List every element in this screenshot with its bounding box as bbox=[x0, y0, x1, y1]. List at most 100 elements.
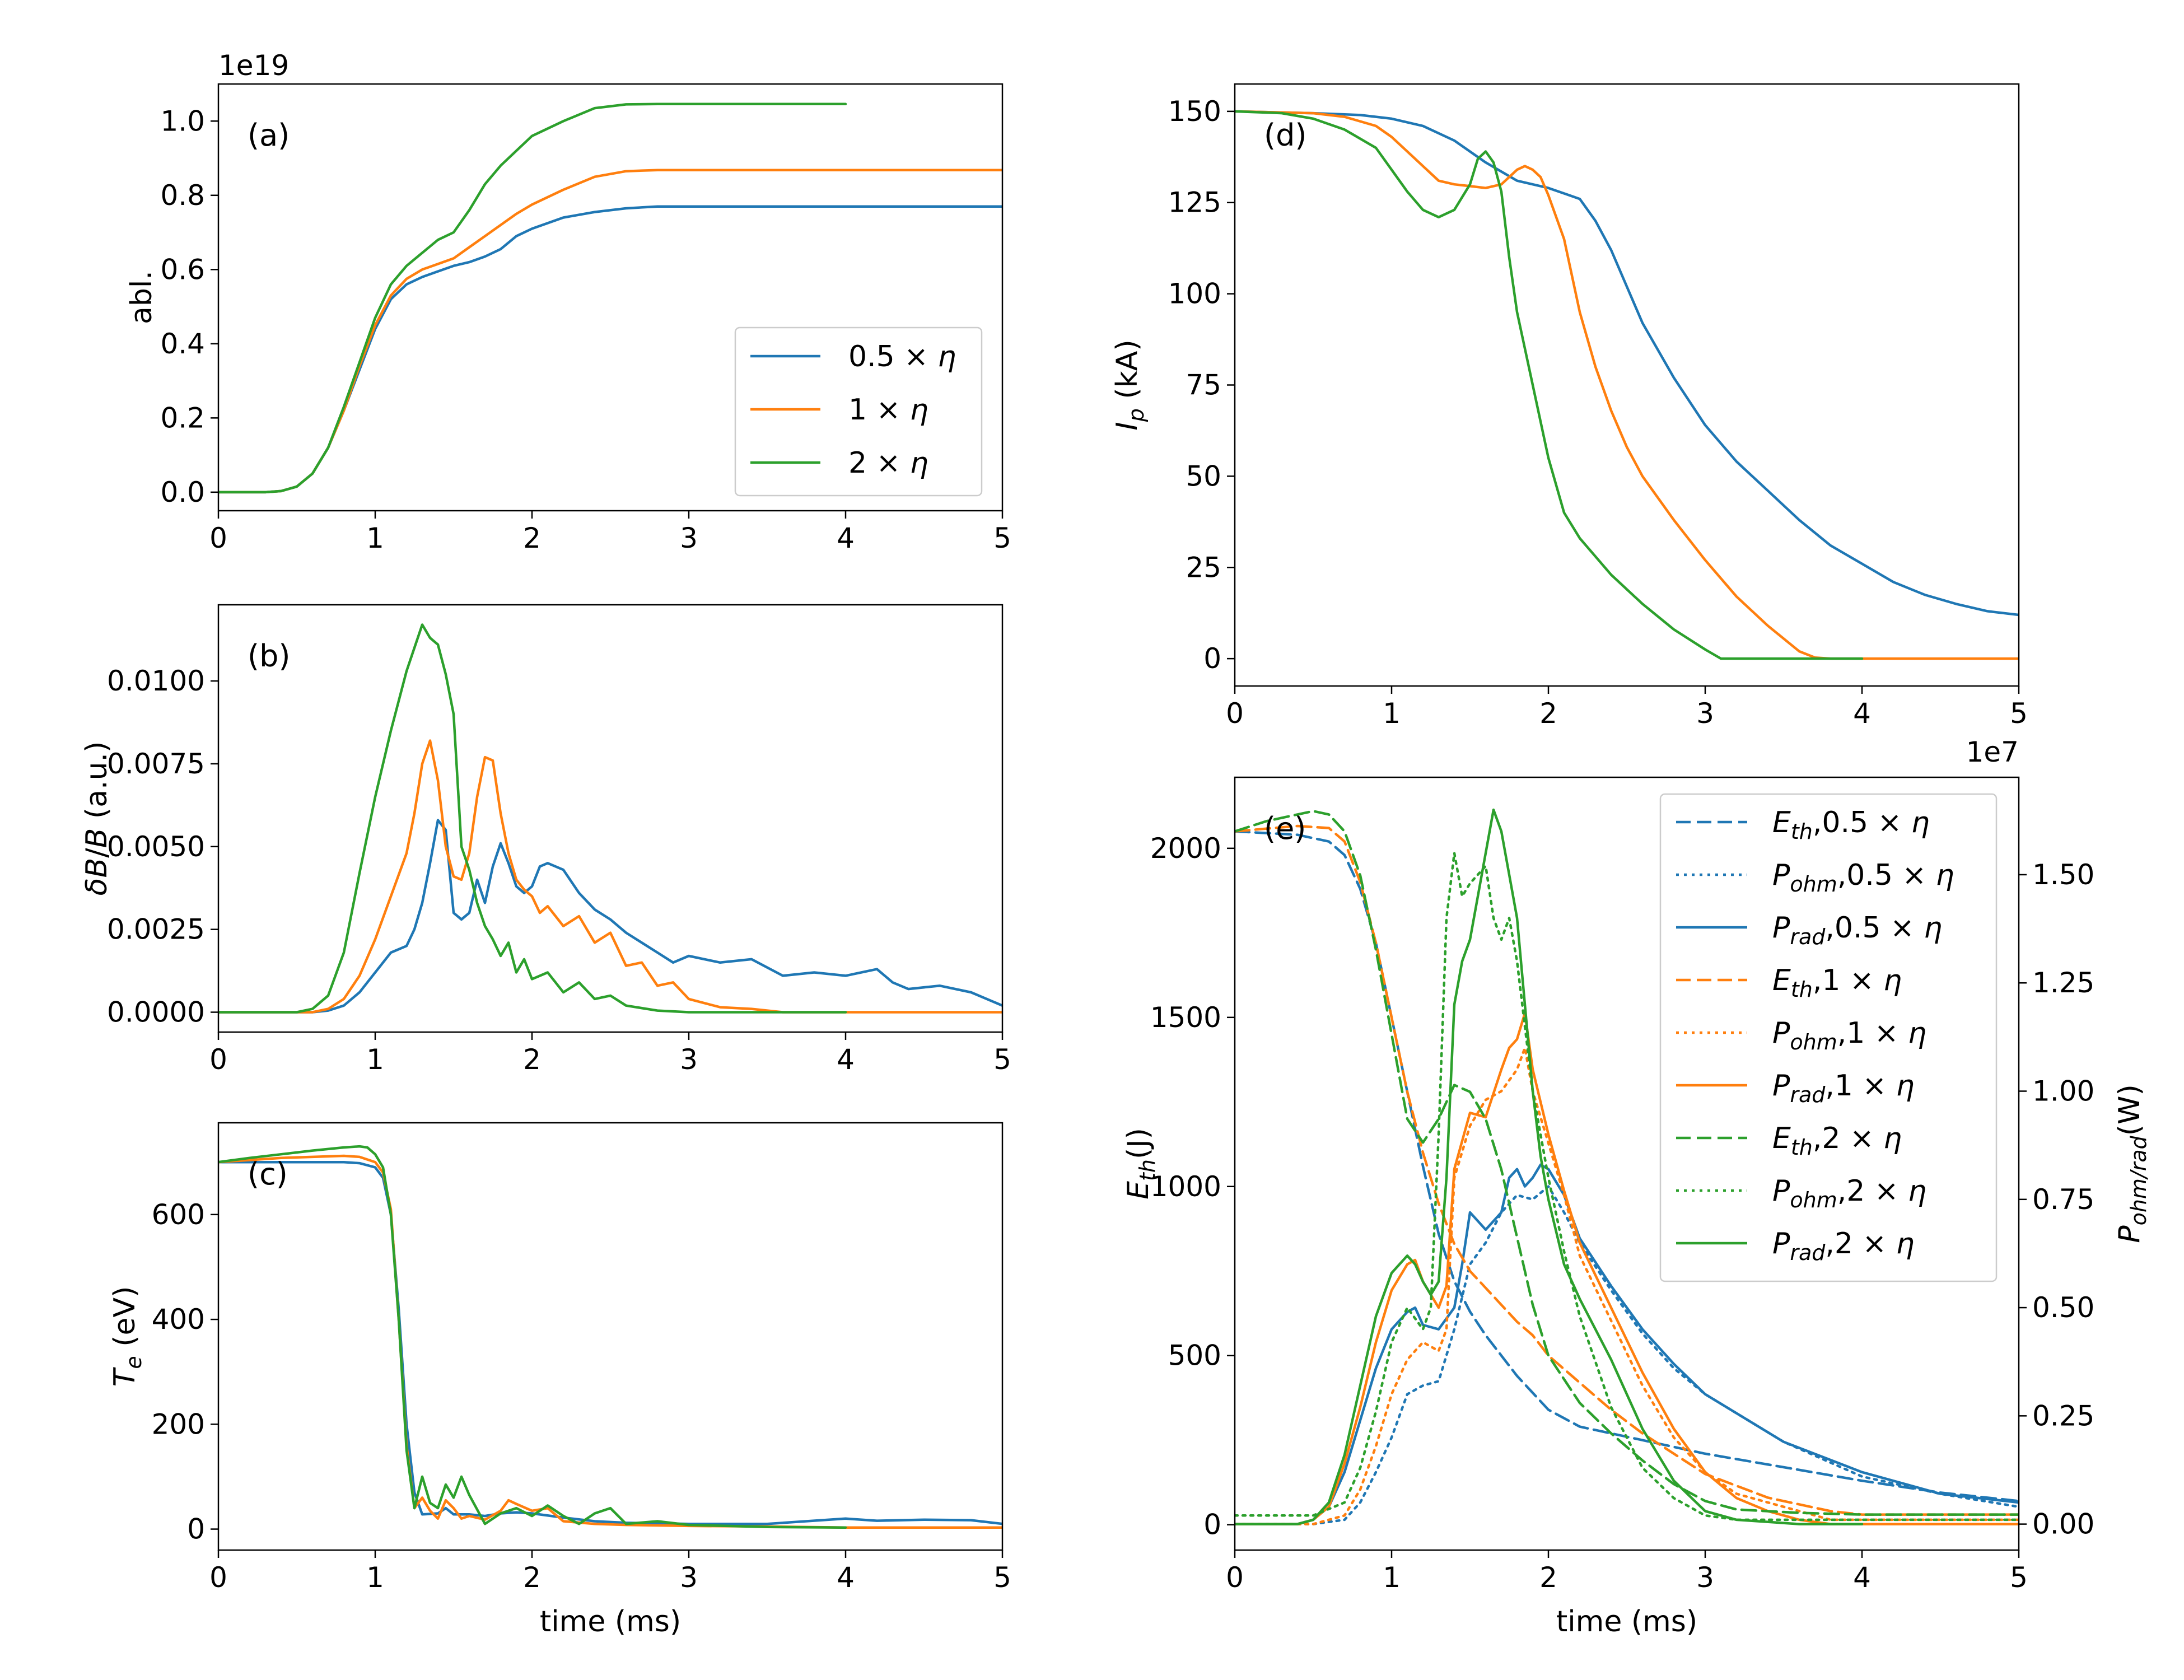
y-tick-label: 75 bbox=[1186, 369, 1221, 402]
x-tick-label: 2 bbox=[1539, 1561, 1557, 1594]
series-line-d-1 bbox=[1235, 110, 2019, 660]
y-tick-label: 0 bbox=[1203, 642, 1221, 675]
x-axis-label: time (ms) bbox=[1556, 1605, 1697, 1639]
y-tick-label: 0.0075 bbox=[107, 748, 205, 780]
axes-frame bbox=[217, 83, 1004, 512]
axes-frame bbox=[217, 1122, 1004, 1551]
axes-frame bbox=[217, 604, 1004, 1033]
panel-b-deltaB: 0 1 2 3 4 5 0.0000 0.0025 0.0050 0.0075 0.0100 (b) δ… bbox=[80, 604, 1011, 1076]
x-tick-label: 0 bbox=[209, 522, 227, 554]
legend-label: Pohm,2 × η bbox=[1772, 1174, 1926, 1212]
series-line-e-8 bbox=[1235, 808, 1864, 1525]
legend-label: 0.5 × η bbox=[848, 340, 956, 374]
y-tick-label: 0.6 bbox=[160, 253, 205, 286]
series-line-e-0 bbox=[1235, 830, 2019, 1502]
x-tick-label: 0 bbox=[1226, 697, 1244, 730]
panel-c-Te: 0 1 2 3 4 5 0 200 400 600 (c) time (ms) Te (eV) bbox=[108, 1122, 1011, 1639]
x-tick-label: 1 bbox=[1383, 697, 1401, 730]
x-tick-label: 4 bbox=[837, 1561, 855, 1594]
legend-box bbox=[734, 326, 983, 497]
y-tick-label-right: 1.50 bbox=[2032, 858, 2094, 891]
x-tick-label: 2 bbox=[523, 1043, 541, 1076]
legend-label: Eth,1 × η bbox=[1772, 964, 1902, 1002]
y-tick-label: 150 bbox=[1168, 95, 1221, 128]
series-line-e-5 bbox=[1235, 1012, 2019, 1525]
y-tick-label-right: 0.75 bbox=[2032, 1183, 2094, 1216]
y-tick-label: 100 bbox=[1168, 278, 1221, 310]
series-line-e-3 bbox=[1235, 824, 2019, 1516]
y-tick-label: 1000 bbox=[1150, 1170, 1221, 1203]
x-tick-label: 4 bbox=[837, 1043, 855, 1076]
y-tick-label: 1500 bbox=[1150, 1001, 1221, 1034]
series-line-e-6 bbox=[1235, 810, 2019, 1516]
x-tick-label: 2 bbox=[523, 1561, 541, 1594]
legend: Eth,0.5 × η Pohm,0.5 × η Prad,0.5 × η Eth,1… bbox=[1659, 793, 1998, 1282]
x-tick-label: 5 bbox=[993, 1561, 1011, 1594]
legend-label: Eth,2 × η bbox=[1772, 1122, 1902, 1160]
series-line-b-2 bbox=[218, 623, 847, 1014]
series-group bbox=[1235, 110, 2019, 660]
x-tick-label: 1 bbox=[366, 1043, 384, 1076]
axes-frame bbox=[1234, 83, 2020, 687]
y-tick-label: 0.0 bbox=[160, 476, 205, 508]
legend-box bbox=[1659, 793, 1998, 1282]
axis-multiplier: 1e7 bbox=[1966, 736, 2019, 768]
axis-multiplier: 1e19 bbox=[218, 49, 289, 82]
y-tick-label: 0.8 bbox=[160, 179, 205, 212]
series-line-b-0 bbox=[218, 819, 1002, 1014]
x-axis-label: time (ms) bbox=[540, 1605, 681, 1639]
series-line-e-2 bbox=[1235, 1163, 2019, 1525]
series-line-c-1 bbox=[218, 1154, 1002, 1529]
x-tick-label: 1 bbox=[366, 522, 384, 554]
y-tick-label: 125 bbox=[1168, 186, 1221, 219]
x-tick-label: 5 bbox=[2010, 1561, 2028, 1594]
series-line-c-2 bbox=[218, 1145, 847, 1529]
y-tick-label: 500 bbox=[1168, 1340, 1221, 1372]
y-tick-label: 0 bbox=[187, 1513, 205, 1546]
series-line-c-0 bbox=[218, 1160, 1002, 1525]
axes-frame bbox=[1234, 776, 2020, 1551]
series-line-d-0 bbox=[1235, 110, 2019, 617]
y-tick-label-right: 0.50 bbox=[2032, 1291, 2094, 1324]
y-tick-label: 0.0025 bbox=[107, 913, 205, 946]
y-axis-label: Eth(J) bbox=[1122, 1128, 1160, 1200]
panel-label: (a) bbox=[248, 118, 290, 153]
y-tick-label: 0.0000 bbox=[107, 996, 205, 1029]
x-tick-label: 5 bbox=[2010, 697, 2028, 730]
y-tick-label: 50 bbox=[1186, 460, 1221, 492]
y-axis-label: δB/B (a.u.) bbox=[80, 741, 114, 896]
panel-a-abl: 0 1 2 3 4 5 0.0 0.2 0.4 0.6 0.8 1.0 (a) 1e19 abl. 0.5 ×… bbox=[125, 49, 1011, 554]
y-tick-label: 0.0050 bbox=[107, 830, 205, 863]
series-group bbox=[218, 1145, 1002, 1529]
x-tick-label: 4 bbox=[1853, 1561, 1871, 1594]
y-tick-label: 600 bbox=[152, 1198, 205, 1231]
panel-label: (e) bbox=[1264, 811, 1306, 846]
series-line-b-1 bbox=[218, 739, 1002, 1014]
y-tick-label: 2000 bbox=[1150, 832, 1221, 865]
y-tick-label: 0 bbox=[1203, 1509, 1221, 1541]
y-axis-label: Ip (kA) bbox=[1110, 339, 1149, 430]
x-tick-label: 2 bbox=[523, 522, 541, 554]
x-tick-label: 3 bbox=[680, 1043, 698, 1076]
x-tick-label: 0 bbox=[209, 1043, 227, 1076]
x-tick-label: 5 bbox=[993, 1043, 1011, 1076]
x-tick-label: 3 bbox=[680, 522, 698, 554]
y-tick-label-right: 0.00 bbox=[2032, 1508, 2094, 1541]
series-group bbox=[1235, 808, 2019, 1525]
y-tick-label-right: 0.25 bbox=[2032, 1399, 2094, 1432]
legend-label: 1 × η bbox=[848, 393, 928, 427]
x-tick-label: 3 bbox=[680, 1561, 698, 1594]
legend-label: Prad,1 × η bbox=[1772, 1069, 1915, 1107]
legend-label: 2 × η bbox=[848, 446, 928, 480]
panel-label: (c) bbox=[248, 1156, 288, 1192]
y-tick-label: 400 bbox=[152, 1303, 205, 1336]
y-tick-label: 0.4 bbox=[160, 328, 205, 360]
y-tick-label: 25 bbox=[1186, 551, 1221, 584]
x-tick-label: 4 bbox=[1853, 697, 1871, 730]
x-tick-label: 2 bbox=[1539, 697, 1557, 730]
y-tick-label-right: 1.25 bbox=[2032, 967, 2094, 999]
series-group bbox=[218, 623, 1002, 1014]
x-tick-label: 1 bbox=[366, 1561, 384, 1594]
